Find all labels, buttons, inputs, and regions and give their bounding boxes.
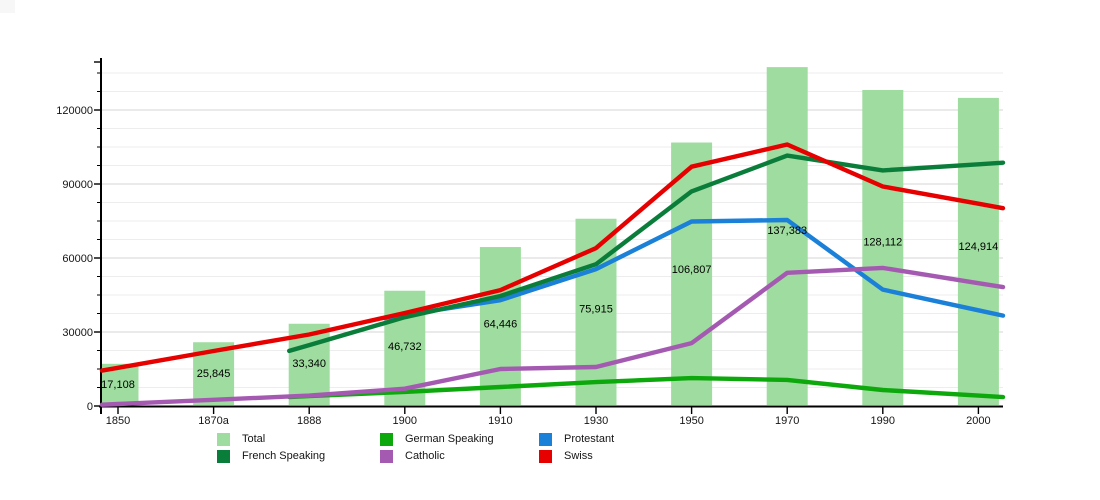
bar-value-label: 106,807 — [672, 264, 712, 276]
corner-artifact — [0, 0, 15, 13]
bar-value-label: 137,383 — [767, 225, 807, 237]
x-tick-label: 1930 — [584, 415, 608, 427]
y-tick-label: 30000 — [62, 327, 93, 339]
bar-value-label: 46,732 — [388, 341, 422, 353]
x-tick-label: 1970 — [775, 415, 799, 427]
total-bar — [862, 89, 904, 405]
series-line-french-speaking — [287, 153, 1006, 354]
bar-value-label: 17,108 — [101, 379, 135, 391]
x-tick-label: 1910 — [488, 415, 512, 427]
bar-value-label: 64,446 — [484, 318, 518, 330]
x-tick-label: 1850 — [106, 415, 130, 427]
y-tick-label: 90000 — [62, 179, 93, 191]
x-tick-label: 1900 — [393, 415, 417, 427]
bar-value-label: 128,112 — [863, 237, 902, 249]
bar-value-label: 124,914 — [959, 241, 999, 253]
total-bar — [957, 97, 999, 406]
x-tick-label: 1888 — [297, 415, 321, 427]
series-line-catholic — [99, 265, 1006, 407]
bar-value-label: 25,845 — [197, 368, 231, 380]
x-tick-label: 2000 — [966, 415, 990, 427]
series-line-swiss — [99, 142, 1006, 373]
bar-value-label: 33,340 — [292, 358, 326, 370]
y-tick-label: 60000 — [62, 253, 93, 265]
total-bar — [766, 67, 808, 405]
x-tick-label: 1870a — [198, 415, 229, 427]
bar-value-label: 75,915 — [579, 304, 613, 316]
y-tick-label: 0 — [87, 401, 93, 413]
x-tick-label: 1950 — [679, 415, 703, 427]
y-tick-label: 120000 — [56, 105, 93, 117]
total-bar — [479, 247, 521, 405]
x-tick-label: 1990 — [871, 415, 895, 427]
